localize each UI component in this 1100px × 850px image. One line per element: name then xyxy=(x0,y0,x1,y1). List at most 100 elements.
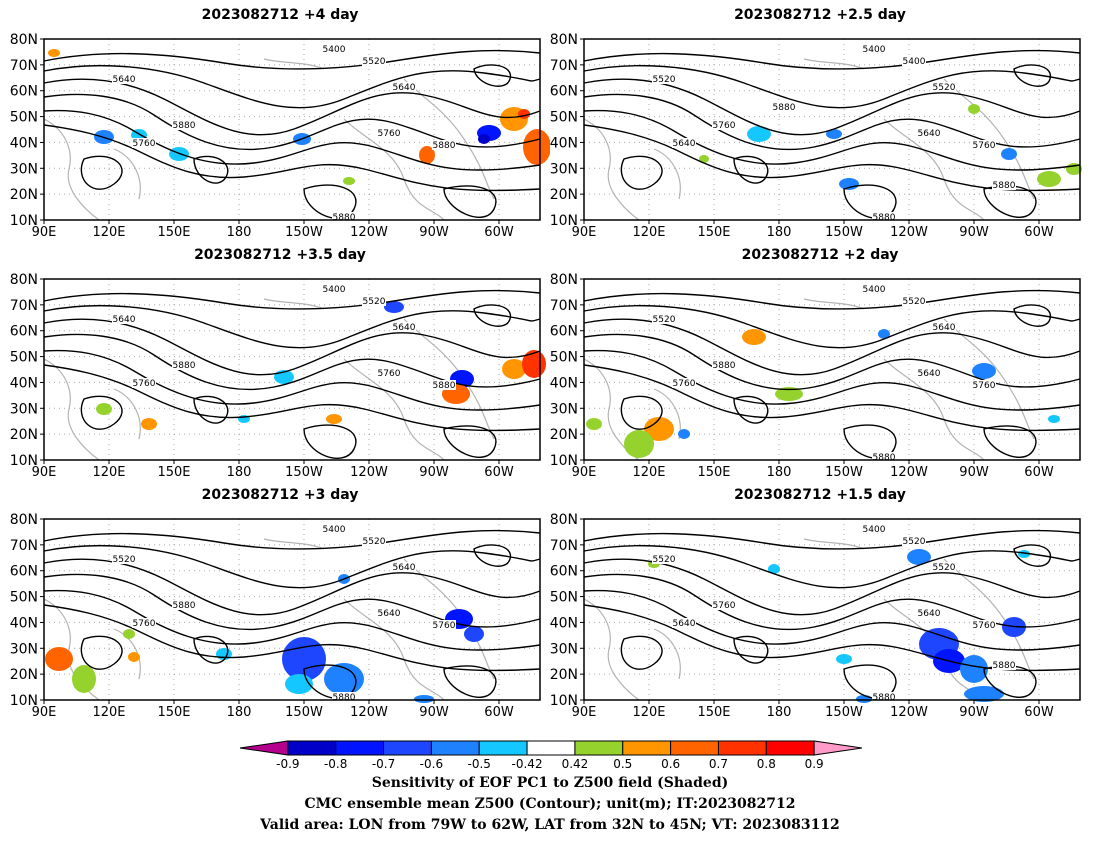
contour-label-bg xyxy=(432,140,456,150)
lat-tick-label: 80N xyxy=(550,272,578,288)
contour-label: 5520 xyxy=(933,83,956,93)
contour-label: 5640 xyxy=(918,369,941,379)
lat-tick-label: 60N xyxy=(10,564,38,580)
contour-label-bg xyxy=(712,120,736,130)
lon-tick-label: 120E xyxy=(92,705,125,720)
lat-tick-label: 80N xyxy=(550,32,578,48)
z500-contour xyxy=(843,424,897,459)
contour-label-bg xyxy=(432,620,456,630)
contour-label-bg xyxy=(322,284,346,294)
contour-label: 5520 xyxy=(653,555,676,565)
colorbar-legend: -0.9 -0.8 -0.7 -0.6 -0.5 -0.42 0.42 0.5 0.6 0.7 0.… xyxy=(240,740,862,770)
lon-tick-label: 150E xyxy=(697,225,730,240)
contour-label-bg xyxy=(672,378,696,388)
lat-tick-label: 60N xyxy=(550,324,578,340)
contour-label: 5520 xyxy=(653,75,676,85)
sensitivity-shade xyxy=(343,177,355,185)
z500-contour xyxy=(443,425,497,458)
contour-label-bg xyxy=(932,82,956,92)
z500-contour xyxy=(583,349,1081,411)
lat-tick-label: 10N xyxy=(550,213,578,229)
contour-label-bg xyxy=(362,56,386,66)
colorbar-tick-label: -0.6 xyxy=(420,757,443,770)
coastline xyxy=(803,58,865,70)
sensitivity-shade xyxy=(907,549,931,565)
sensitivity-shade xyxy=(419,146,435,164)
z500-contour xyxy=(43,364,541,432)
lon-tick-label: 180 xyxy=(227,465,252,480)
coastline xyxy=(263,58,325,70)
contour-label: 5520 xyxy=(113,555,136,565)
contour-label: 5880 xyxy=(173,361,196,371)
coastline xyxy=(263,298,325,310)
contour-label: 5880 xyxy=(993,181,1016,191)
contour-label: 5880 xyxy=(333,693,356,703)
coastline xyxy=(113,148,141,200)
lon-tick-label: 150E xyxy=(697,465,730,480)
contour-label: 5520 xyxy=(363,57,386,67)
contour-label-bg xyxy=(332,212,356,222)
colorbar-tick-label: 0.9 xyxy=(805,757,824,770)
coastline xyxy=(43,358,100,461)
contour-label-bg xyxy=(972,380,996,390)
contour-label: 5880 xyxy=(873,213,896,223)
z500-contour xyxy=(43,589,541,651)
lon-tick-label: 150W xyxy=(825,225,863,240)
coastline xyxy=(583,598,640,701)
lon-tick-label: 120W xyxy=(350,705,388,720)
caption-valid-area: Valid area: LON from 79W to 62W, LAT fro… xyxy=(260,817,840,833)
plot-frame xyxy=(43,38,541,221)
z500-contour xyxy=(43,124,541,192)
coastline xyxy=(583,118,640,221)
contour-label-bg xyxy=(172,600,196,610)
lat-tick-label: 50N xyxy=(550,590,578,606)
colorbar-swatch xyxy=(478,740,528,756)
lat-tick-label: 20N xyxy=(550,187,578,203)
contour-label: 5760 xyxy=(133,619,156,629)
coastline xyxy=(113,388,141,440)
contour-label: 5880 xyxy=(333,213,356,223)
z500-contour xyxy=(80,635,123,670)
z500-contour xyxy=(583,49,1081,70)
coastline xyxy=(803,298,865,310)
sensitivity-shade xyxy=(96,403,112,415)
contour-label-bg xyxy=(872,692,896,702)
z500-contour xyxy=(193,395,229,424)
lon-tick-label: 150E xyxy=(157,465,190,480)
sensitivity-shade xyxy=(282,637,326,681)
sensitivity-shade xyxy=(856,695,872,703)
contour-label-bg xyxy=(377,368,401,378)
z500-contour xyxy=(733,155,769,184)
lon-tick-label: 120W xyxy=(890,225,928,240)
map-panel-plus4day: 2023082712 +4 day 5400 5520 5640 5640 5760 57… xyxy=(10,5,550,243)
z500-contour xyxy=(193,635,229,664)
contour-label: 5400 xyxy=(863,525,886,535)
map-plot: 5400 5520 5520 5640 5640 5760 5760 5880 5880 80N 7… xyxy=(550,272,1081,480)
lon-tick-label: 60W xyxy=(1024,705,1054,720)
contour-label: 5880 xyxy=(173,121,196,131)
sensitivity-shade xyxy=(586,418,602,430)
contour-label: 5400 xyxy=(323,285,346,295)
contour-label-bg xyxy=(392,82,416,92)
contour-label: 5880 xyxy=(873,693,896,703)
lat-tick-label: 60N xyxy=(10,84,38,100)
lat-tick-label: 50N xyxy=(10,110,38,126)
sensitivity-shade xyxy=(775,387,803,401)
z500-contour xyxy=(620,395,663,430)
lat-tick-label: 70N xyxy=(550,538,578,554)
contour-label-bg xyxy=(132,618,156,628)
z500-contour xyxy=(303,184,357,219)
contour-label-bg xyxy=(652,74,676,84)
contour-label: 5760 xyxy=(713,601,736,611)
lon-tick-label: 90W xyxy=(959,705,989,720)
lon-tick-label: 90W xyxy=(419,465,449,480)
z500-contour xyxy=(583,78,1081,136)
sensitivity-shade xyxy=(128,652,140,662)
contour-label-bg xyxy=(862,44,886,54)
lon-tick-label: 90W xyxy=(959,465,989,480)
contour-label-bg xyxy=(377,128,401,138)
sensitivity-shade xyxy=(644,417,674,441)
contour-label: 5640 xyxy=(918,609,941,619)
contour-label: 5520 xyxy=(363,297,386,307)
lat-tick-label: 10N xyxy=(10,213,38,229)
